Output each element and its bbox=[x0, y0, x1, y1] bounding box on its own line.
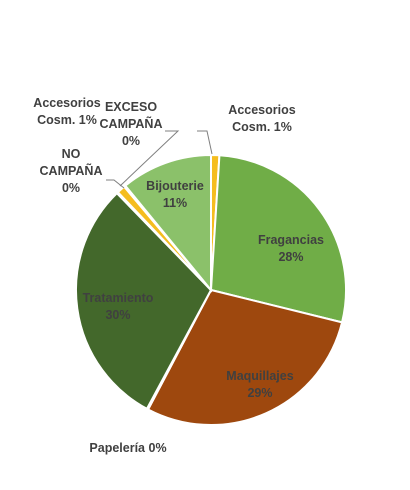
leader-line-0 bbox=[197, 130, 213, 155]
slice-label-0-line1: Accesorios bbox=[228, 103, 295, 117]
leader-line-7 bbox=[119, 130, 180, 187]
slice-label-0-line2: Cosm. 1% bbox=[232, 120, 292, 134]
pie-slice-1 bbox=[209, 154, 347, 324]
slice-value-4: 30% bbox=[105, 308, 130, 322]
slice-label-7-line2: CAMPAÑA bbox=[100, 116, 163, 131]
leader-line-5 bbox=[106, 179, 125, 189]
slice-value-7: 0% bbox=[122, 134, 140, 148]
slice-value-2: 29% bbox=[247, 386, 272, 400]
slice-label-7-line1: EXCESO bbox=[105, 100, 157, 114]
slice-label-5-line1: NO bbox=[62, 147, 81, 161]
pie-slice-8 bbox=[123, 153, 212, 293]
slice-label-2: Maquillajes bbox=[226, 369, 293, 383]
pie-slice-4 bbox=[75, 191, 213, 411]
slice-value-1: 28% bbox=[278, 250, 303, 264]
slice-label-3: Papelería 0% bbox=[89, 441, 166, 455]
pie-slice-2 bbox=[146, 288, 344, 426]
slice-label-6-line2: Cosm. 1% bbox=[37, 113, 97, 127]
slice-label-8: Bijouterie bbox=[146, 179, 204, 193]
slice-label-4: Tratamiento bbox=[83, 291, 154, 305]
slice-label-1: Fragancias bbox=[258, 233, 324, 247]
slice-label-5-line2: CAMPAÑA bbox=[40, 163, 103, 178]
slice-value-5: 0% bbox=[62, 181, 80, 195]
slice-label-6-line1: Accesorios bbox=[33, 96, 100, 110]
slice-value-8: 11% bbox=[163, 196, 187, 210]
